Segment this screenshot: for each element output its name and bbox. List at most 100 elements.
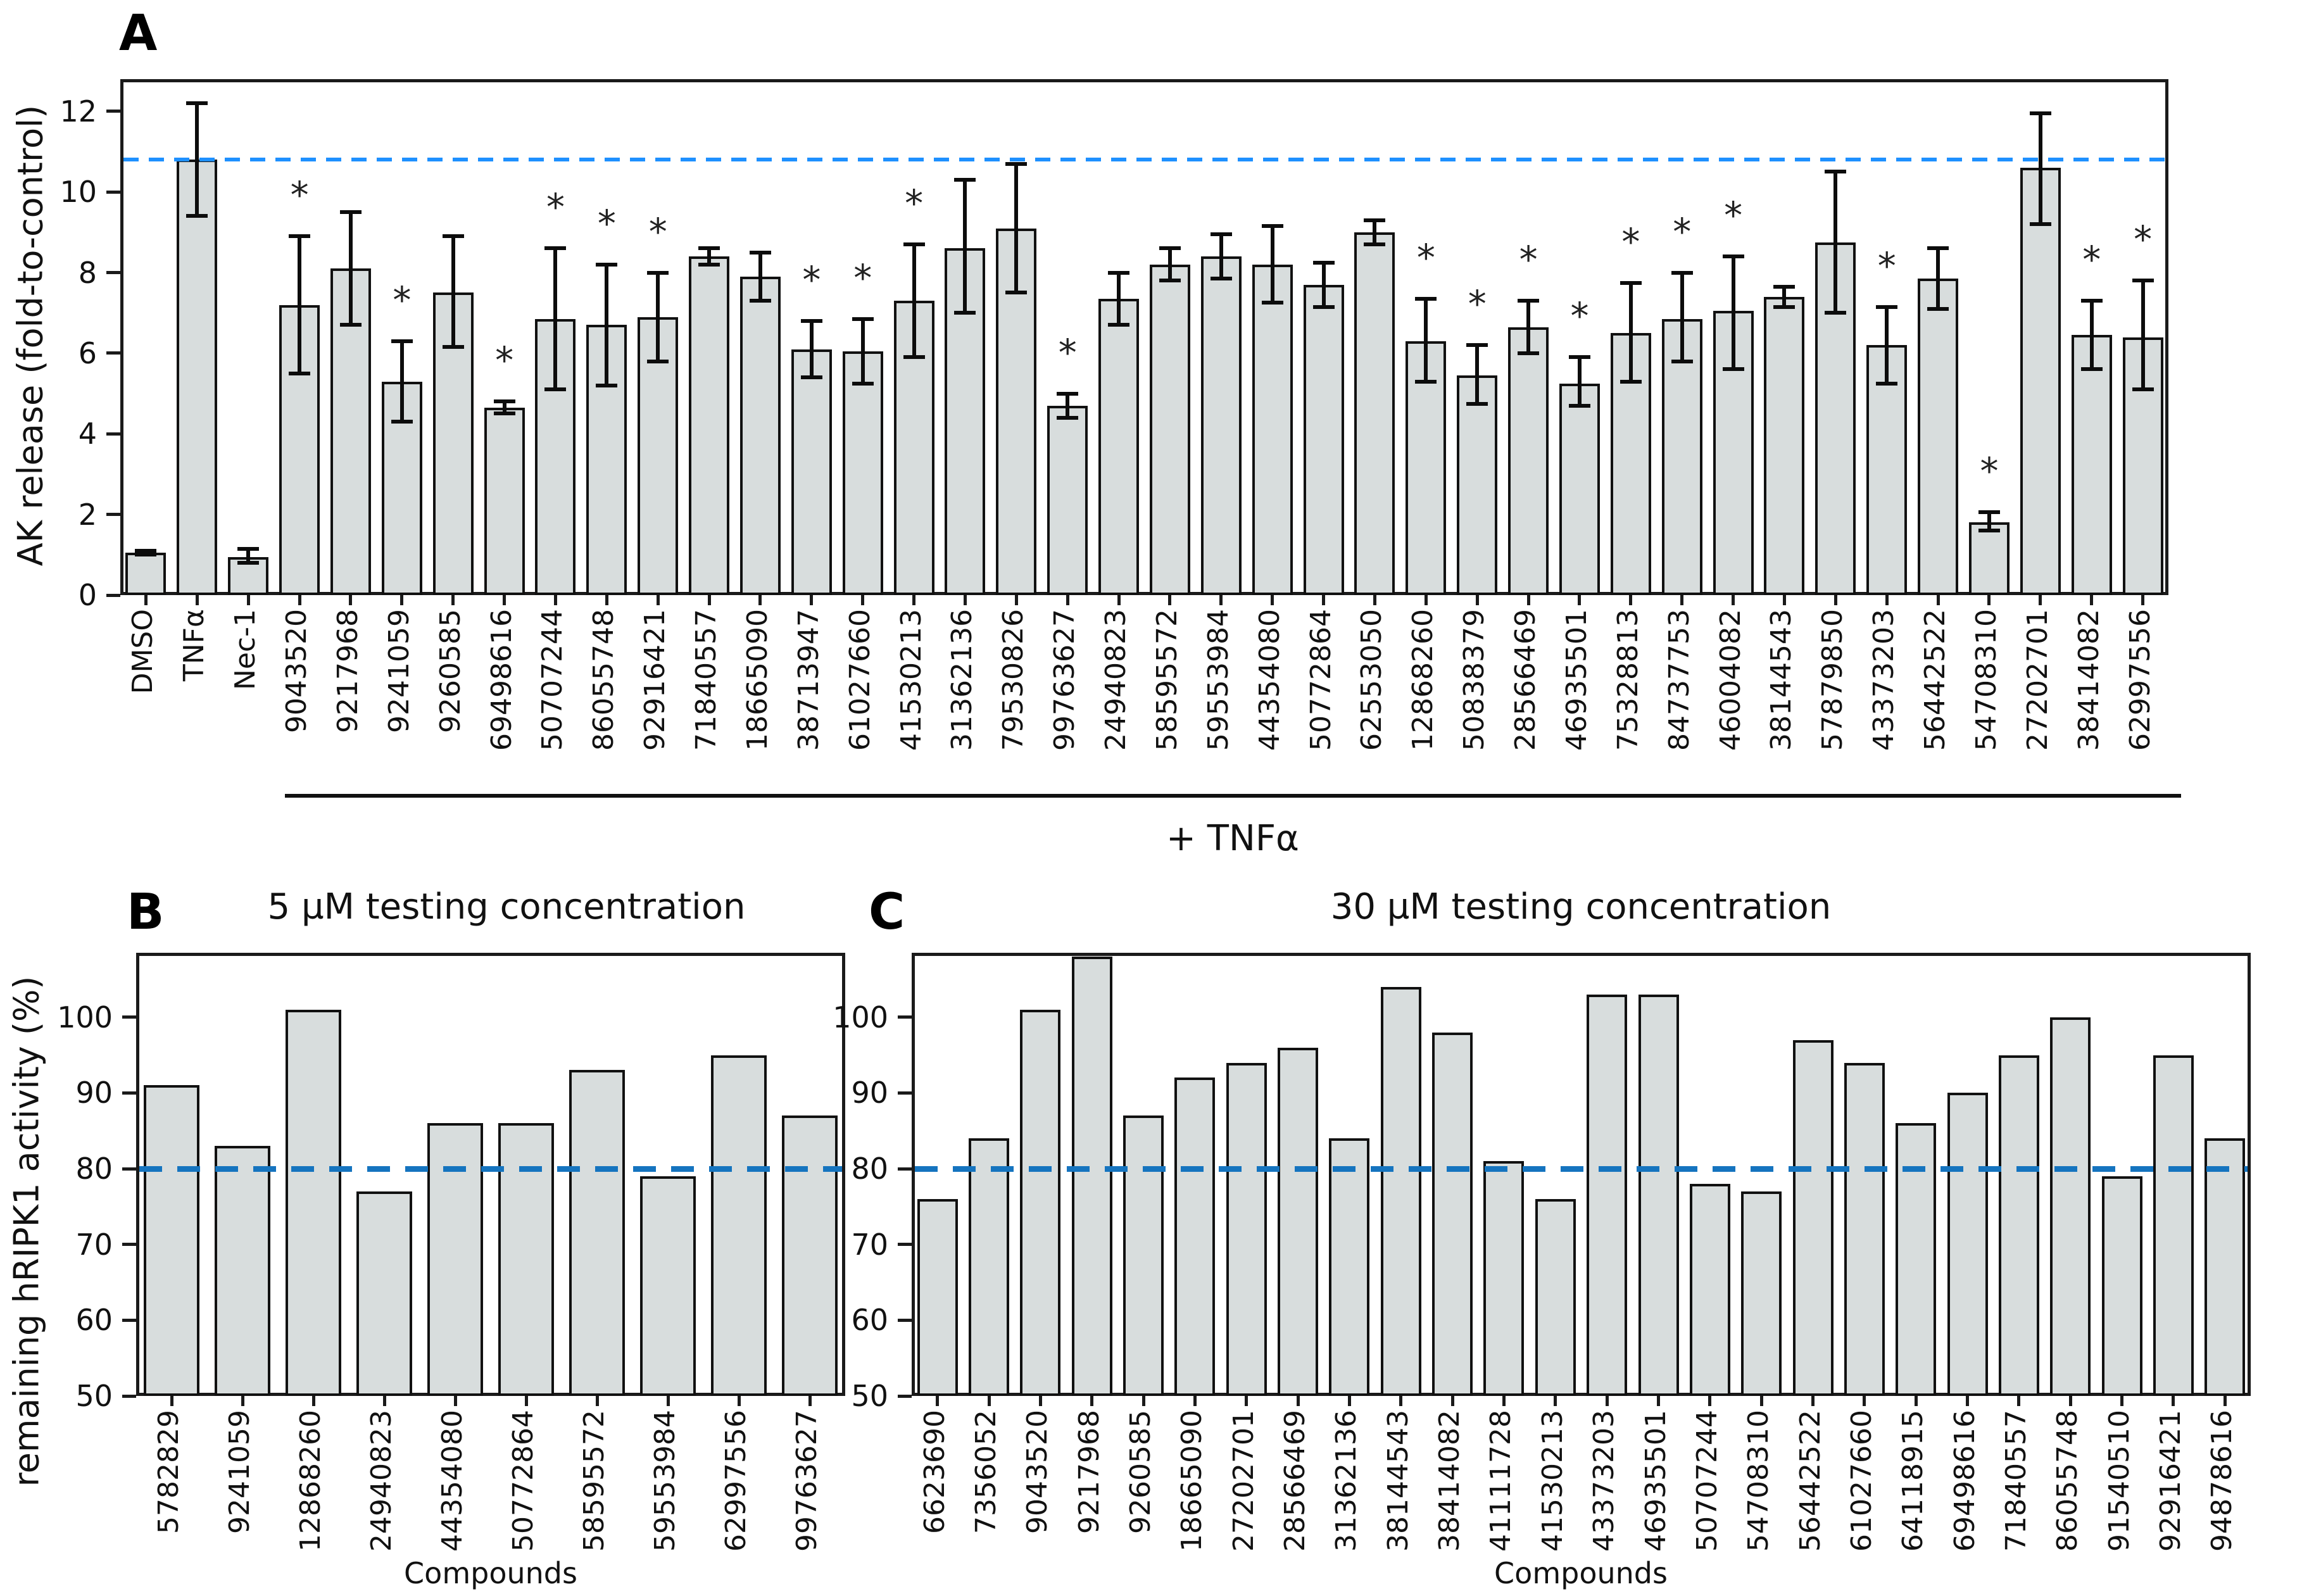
x-tick	[1066, 595, 1069, 605]
error-bar	[399, 341, 404, 422]
error-bar-cap-top	[1057, 391, 1079, 396]
error-bar-cap-top	[800, 319, 822, 324]
x-tick-label: 91540510	[2103, 1410, 2135, 1552]
significance-asterisk: *	[802, 258, 821, 302]
x-tick	[246, 595, 250, 605]
x-tick	[1322, 595, 1326, 605]
error-bar-cap-top	[1005, 161, 1028, 166]
x-tick-label: 86055748	[588, 609, 620, 751]
x-tick	[400, 595, 404, 605]
x-tick	[1834, 595, 1837, 605]
error-bar	[1219, 234, 1223, 279]
bar-18665090	[1174, 1078, 1216, 1396]
x-tick-label: 64118915	[1897, 1410, 1930, 1552]
x-tick-label: 38414082	[1433, 1410, 1466, 1552]
error-bar-cap-bottom	[1568, 403, 1590, 408]
error-bar-cap-bottom	[1722, 367, 1744, 372]
x-tick	[861, 595, 865, 605]
x-tick-label: 99763627	[1048, 609, 1081, 751]
x-tick-label: 44354080	[1253, 609, 1286, 751]
error-bar-cap-bottom	[1108, 323, 1130, 327]
panel-c-letter: C	[869, 884, 905, 941]
bar-86055748	[2050, 1017, 2091, 1396]
x-tick	[1142, 1396, 1145, 1406]
error-bar-cap-top	[1978, 510, 2000, 515]
x-tick-label: DMSO	[127, 609, 160, 694]
x-tick	[666, 1396, 670, 1406]
error-bar-cap-bottom	[1927, 306, 1949, 311]
y-tick	[106, 351, 120, 355]
bar-59553984	[1200, 256, 1242, 595]
error-bar	[1834, 172, 1838, 313]
error-bar-cap-bottom	[289, 371, 311, 375]
bar-92916421	[2153, 1055, 2194, 1396]
error-bar-cap-top	[186, 101, 208, 106]
x-tick-label: 61027660	[1845, 1410, 1878, 1552]
error-bar	[502, 401, 506, 414]
x-tick	[1680, 595, 1684, 605]
error-bar	[1014, 163, 1019, 293]
error-bar-cap-bottom	[1825, 311, 1847, 315]
x-tick	[170, 1396, 173, 1406]
error-bar-cap-bottom	[391, 420, 413, 424]
error-bar-cap-bottom	[1210, 277, 1232, 281]
bar-46004082	[1713, 311, 1754, 595]
error-bar-cap-bottom	[237, 561, 260, 565]
x-tick	[1450, 1396, 1454, 1406]
y-tick	[122, 1394, 136, 1398]
x-tick-label: 9043520	[280, 609, 313, 733]
x-tick	[737, 1396, 741, 1406]
bar-27202701	[1226, 1062, 1267, 1396]
error-bar-cap-top	[237, 546, 260, 551]
error-bar-cap-top	[2132, 279, 2154, 283]
y-tick	[106, 593, 120, 597]
significance-asterisk: *	[1980, 449, 1999, 493]
error-bar-cap-top	[1825, 170, 1847, 174]
x-tick-label: 9241059	[382, 609, 415, 733]
x-tick	[1732, 595, 1735, 605]
error-bar-cap-top	[1876, 305, 1898, 309]
x-tick-label: 69498616	[485, 609, 518, 751]
x-tick	[987, 1396, 991, 1406]
y-tick	[898, 1394, 912, 1398]
bar-9043520	[1020, 1009, 1061, 1396]
x-tick-label: 50707244	[536, 609, 569, 751]
error-bar-cap-bottom	[1671, 359, 1693, 363]
bar-38144543	[1764, 296, 1805, 595]
x-tick-label: 58595572	[578, 1410, 610, 1552]
bar-24940823	[1098, 299, 1140, 595]
x-tick	[382, 1396, 386, 1406]
error-bar	[1987, 512, 1991, 531]
x-tick-label: 46935501	[1560, 609, 1593, 751]
x-tick-label: 27202701	[1227, 1410, 1260, 1552]
x-tick-label: 9241059	[223, 1410, 256, 1534]
x-tick-label: 31362136	[1330, 1410, 1363, 1552]
x-tick	[1502, 1396, 1506, 1406]
error-bar	[1526, 301, 1531, 353]
x-tick-label: 28566469	[1279, 1410, 1312, 1552]
x-tick-label: 28566469	[1509, 609, 1542, 751]
x-tick-label: 44354080	[436, 1410, 469, 1552]
bar-38414082	[2071, 335, 2112, 595]
significance-asterisk: *	[1570, 294, 1589, 338]
error-bar-cap-bottom	[442, 345, 464, 349]
x-tick-label: 54708310	[1742, 1410, 1775, 1552]
bar-46935501	[1638, 994, 1679, 1396]
y-tick-label: 8	[78, 255, 97, 290]
x-tick-label: 50707244	[1690, 1410, 1723, 1552]
error-bar-cap-top	[852, 317, 874, 321]
dashed-threshold-line	[915, 1166, 2248, 1172]
y-tick	[898, 1015, 912, 1019]
error-bar	[656, 272, 660, 361]
x-tick-label: 50772864	[1304, 609, 1337, 751]
x-tick-label: 71840557	[690, 609, 723, 751]
x-tick	[2141, 595, 2145, 605]
error-bar-cap-top	[1108, 270, 1130, 275]
significance-asterisk: *	[1877, 244, 1896, 287]
x-tick-label: 92916421	[639, 609, 672, 751]
y-tick	[122, 1318, 136, 1322]
bar-38414082	[1432, 1032, 1473, 1396]
x-tick-label: 50838379	[1458, 609, 1491, 751]
y-tick-label: 0	[78, 578, 97, 612]
error-bar	[758, 252, 762, 301]
